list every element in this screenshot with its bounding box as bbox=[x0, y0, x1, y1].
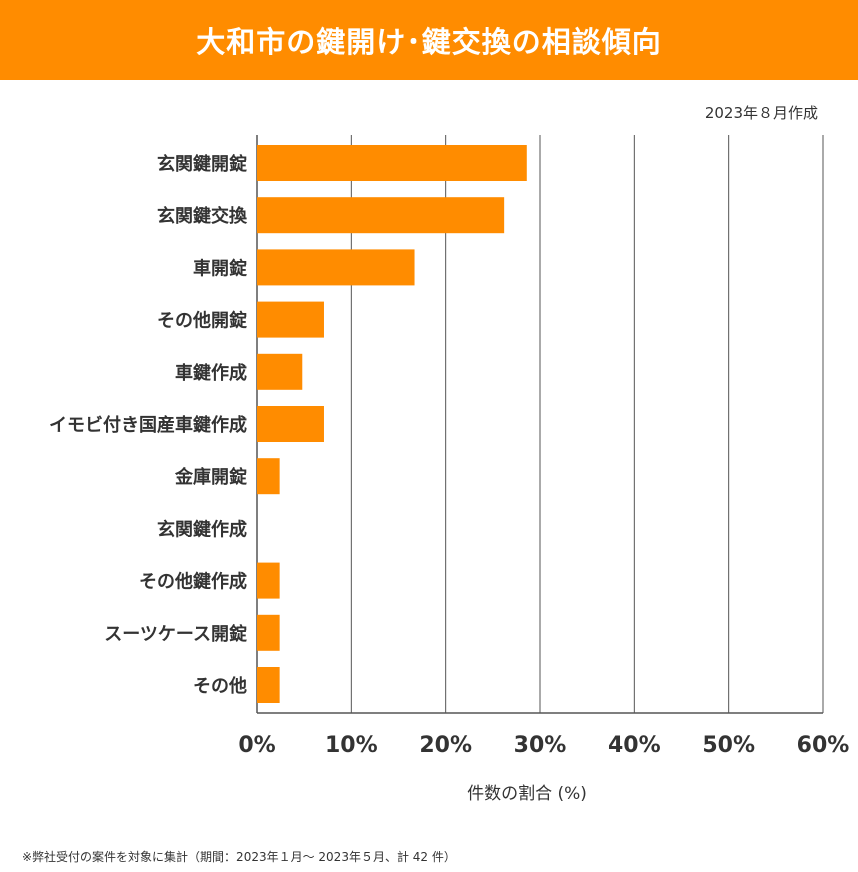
chart-title: 大和市の鍵開け･鍵交換の相談傾向 bbox=[196, 25, 662, 59]
bar bbox=[257, 614, 280, 651]
bar bbox=[257, 145, 527, 181]
x-tick-label: 40% bbox=[608, 733, 661, 758]
category-label: 金庫開錠 bbox=[174, 466, 247, 488]
bar bbox=[257, 353, 303, 390]
category-label: その他 bbox=[193, 675, 247, 697]
x-tick-label: 10% bbox=[325, 733, 378, 758]
bar bbox=[257, 667, 280, 703]
bar bbox=[257, 458, 280, 495]
x-tick-label: 30% bbox=[514, 733, 567, 758]
x-tick-label: 60% bbox=[797, 733, 850, 758]
category-label: その他開錠 bbox=[157, 310, 247, 332]
category-label: 車開錠 bbox=[193, 257, 247, 279]
category-label: イモビ付き国産車鍵作成 bbox=[49, 414, 247, 436]
title-banner: 大和市の鍵開け･鍵交換の相談傾向 bbox=[0, 0, 858, 80]
category-label: 車鍵作成 bbox=[175, 362, 247, 384]
category-label: スーツケース開錠 bbox=[104, 623, 247, 645]
bar bbox=[257, 197, 505, 234]
x-tick-label: 20% bbox=[419, 733, 472, 758]
date-note: 2023年８月作成 bbox=[704, 104, 818, 122]
category-label: その他鍵作成 bbox=[139, 571, 247, 593]
category-label: 玄関鍵作成 bbox=[157, 518, 247, 540]
footnote: ※弊社受付の案件を対象に集計（期間：2023年１月～ 2023年５月、計 42 … bbox=[22, 850, 456, 864]
category-label: 玄関鍵交換 bbox=[157, 205, 248, 227]
x-tick-label: 0% bbox=[238, 733, 275, 758]
x-axis-title: 件数の割合 (%) bbox=[467, 784, 587, 804]
bar bbox=[257, 406, 324, 442]
x-tick-label: 50% bbox=[702, 733, 755, 758]
bar bbox=[257, 301, 324, 338]
bar bbox=[257, 562, 280, 599]
category-label: 玄関鍵開錠 bbox=[157, 153, 247, 175]
bar bbox=[257, 249, 415, 286]
